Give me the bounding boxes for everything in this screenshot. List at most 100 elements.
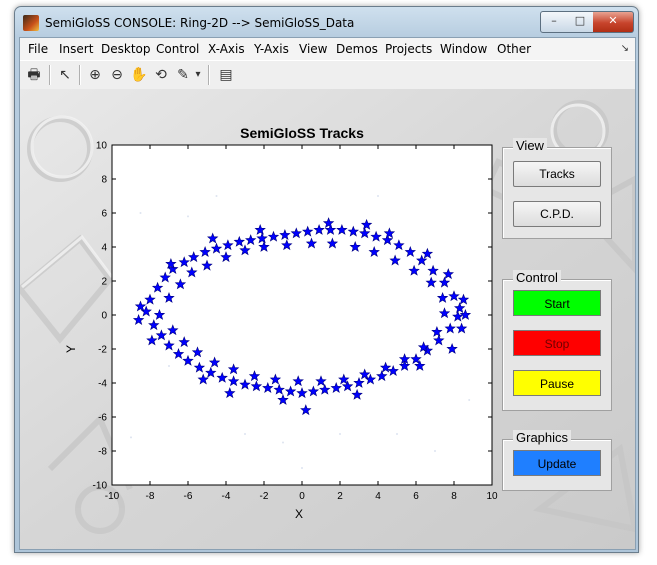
cpd-button[interactable]: C.P.D. — [513, 201, 601, 227]
toolbar: 🖶 ↖ ⊕ ⊖ ✋ ⟲ ✎ ▾ ▤ — [20, 60, 635, 90]
menu-y-axis[interactable]: Y-Axis — [254, 42, 289, 56]
star-marker — [370, 230, 382, 242]
close-button[interactable]: ✕ — [593, 11, 634, 33]
menu-window[interactable]: Window — [440, 42, 488, 56]
star-marker — [319, 383, 331, 395]
x-tick-label: 4 — [375, 491, 381, 502]
faint-point — [434, 450, 436, 452]
x-tick-label: 6 — [413, 491, 419, 502]
star-marker — [201, 259, 213, 271]
x-tick-label: 8 — [451, 491, 457, 502]
star-marker — [351, 388, 363, 400]
star-marker — [144, 293, 156, 305]
menu-demos[interactable]: Demos — [336, 42, 378, 56]
tracks-axes[interactable]: -10 -8 -6 -4 -2 0 2 4 6 8 10 10 8 6 4 2 0 -2 -4 -6 -8 -10 — [20, 89, 500, 549]
star-marker — [254, 223, 266, 235]
faint-point — [282, 441, 284, 444]
zoom-in-icon[interactable]: ⊕ — [89, 67, 101, 83]
title-bar[interactable]: SemiGloSS CONSOLE: Ring-2D --> SemiGloSS… — [15, 7, 638, 37]
star-marker — [389, 254, 401, 266]
x-tick-label: 10 — [486, 491, 498, 502]
star-marker — [292, 375, 304, 387]
star-marker — [455, 322, 468, 334]
app-window: SemiGloSS CONSOLE: Ring-2D --> SemiGloSS… — [14, 6, 639, 553]
star-marker — [227, 375, 240, 387]
star-marker — [216, 371, 228, 383]
view-panel: View Tracks C.P.D. — [502, 138, 612, 239]
star-marker — [417, 341, 430, 353]
update-button[interactable]: Update — [513, 450, 601, 476]
tracks-button[interactable]: Tracks — [513, 161, 601, 187]
star-marker — [410, 353, 422, 365]
star-marker — [353, 376, 365, 388]
pause-button[interactable]: Pause — [513, 370, 601, 396]
faint-point — [139, 212, 142, 214]
star-marker — [199, 246, 211, 257]
dock-arrow-icon[interactable]: ↘ — [620, 43, 629, 54]
menu-insert[interactable]: Insert — [59, 42, 94, 56]
data-brush-icon[interactable]: ✎ — [177, 67, 189, 83]
star-marker — [250, 380, 263, 392]
faint-point — [377, 195, 379, 197]
star-marker — [359, 368, 371, 380]
star-marker — [178, 256, 190, 268]
star-marker — [172, 348, 185, 359]
stop-button[interactable]: Stop — [513, 330, 601, 356]
star-marker — [262, 382, 274, 393]
star-marker — [398, 359, 411, 371]
faint-point — [130, 436, 132, 439]
minimize-button[interactable]: – — [540, 11, 568, 33]
star-marker — [155, 329, 168, 341]
star-marker — [197, 373, 209, 385]
star-marker — [452, 310, 464, 322]
star-marker — [279, 229, 291, 240]
faint-point — [215, 195, 218, 197]
y-tick-label: -8 — [98, 447, 107, 458]
menu-control[interactable]: Control — [156, 42, 200, 56]
star-marker — [153, 308, 166, 320]
star-marker — [163, 291, 175, 303]
star-marker — [360, 218, 373, 230]
dropdown-arrow-icon[interactable]: ▾ — [195, 69, 201, 80]
toolbar-separator — [79, 65, 81, 85]
star-marker — [436, 291, 449, 303]
star-marker — [132, 314, 145, 325]
y-axis-label: Y — [64, 344, 79, 354]
star-marker — [188, 251, 200, 263]
menu-projects[interactable]: Projects — [385, 42, 433, 56]
pointer-icon[interactable]: ↖ — [59, 67, 71, 83]
y-tick-label: 10 — [96, 141, 108, 152]
star-marker — [224, 387, 236, 399]
y-tick-label: 6 — [101, 209, 107, 220]
star-marker — [178, 336, 190, 348]
print-icon[interactable]: 🖶 — [27, 67, 41, 83]
start-button[interactable]: Start — [513, 290, 601, 316]
star-marker — [191, 346, 204, 358]
star-marker — [233, 235, 245, 247]
menu-file[interactable]: File — [28, 42, 49, 56]
faint-point — [468, 399, 471, 401]
star-marker — [258, 240, 270, 252]
maximize-button[interactable]: □ — [567, 11, 594, 33]
plot-tools-icon[interactable]: ▤ — [219, 67, 233, 83]
star-marker — [393, 239, 405, 251]
x-tick-label: 0 — [299, 491, 305, 502]
menu-x-axis[interactable]: X-Axis — [208, 42, 245, 56]
star-marker — [336, 223, 348, 235]
star-marker — [307, 385, 320, 397]
menu-view[interactable]: View — [299, 42, 328, 56]
star-marker — [167, 324, 179, 336]
zoom-out-icon[interactable]: ⊖ — [111, 67, 123, 83]
star-marker — [300, 404, 312, 416]
star-marker — [220, 251, 232, 263]
menu-desktop[interactable]: Desktop — [101, 42, 151, 56]
star-marker — [159, 271, 171, 283]
menu-other[interactable]: Other — [497, 42, 532, 56]
star-marker — [368, 246, 380, 257]
pan-hand-icon[interactable]: ✋ — [130, 67, 148, 83]
star-marker — [347, 225, 359, 237]
rotate-3d-icon[interactable]: ⟲ — [155, 67, 167, 83]
x-tick-label: -8 — [146, 491, 155, 502]
star-marker — [398, 353, 411, 365]
star-marker — [222, 239, 234, 251]
